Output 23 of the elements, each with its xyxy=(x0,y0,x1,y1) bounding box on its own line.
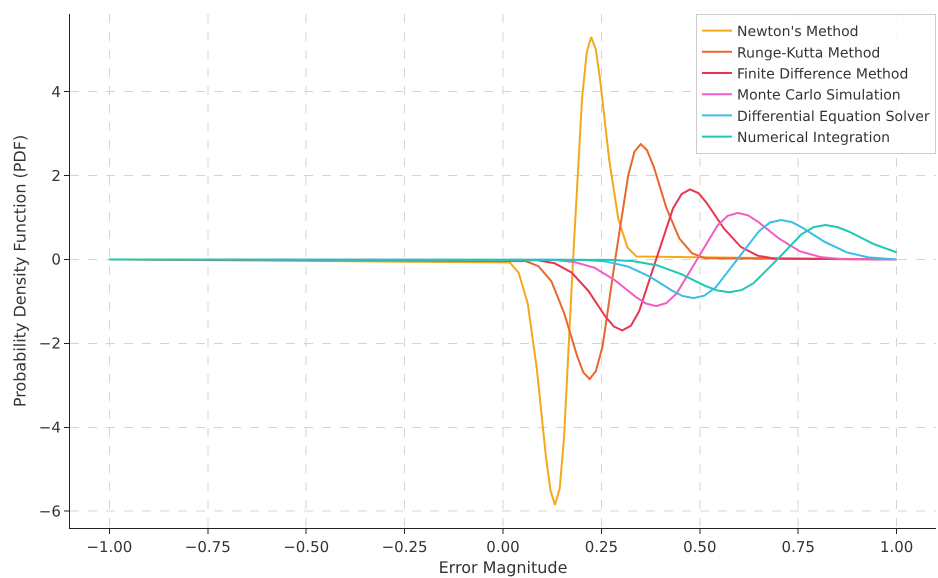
x-tick-label: −0.25 xyxy=(382,538,428,556)
x-tick-label: 0.25 xyxy=(584,538,618,556)
legend-label: Finite Difference Method xyxy=(737,66,908,82)
x-tick-label: −0.50 xyxy=(283,538,330,556)
y-tick-label: 2 xyxy=(51,166,61,185)
y-tick-label: −6 xyxy=(38,502,61,520)
x-tick-label: 0.00 xyxy=(486,538,520,556)
y-tick-label: 4 xyxy=(51,82,61,101)
y-tick-label: 0 xyxy=(51,250,61,269)
x-tick-label: 1.00 xyxy=(880,538,914,556)
x-tick-label: 0.75 xyxy=(782,538,815,556)
legend-label: Monte Carlo Simulation xyxy=(737,88,901,104)
x-tick-label: −0.75 xyxy=(184,538,231,556)
legend-label: Runge-Kutta Method xyxy=(737,45,880,62)
y-axis-title: Probability Density Function (PDF) xyxy=(10,134,30,408)
y-tick-label: −4 xyxy=(38,418,61,437)
x-tick-label: 0.50 xyxy=(683,538,717,556)
x-axis-title: Error Magnitude xyxy=(438,558,568,577)
legend-label: Newton's Method xyxy=(737,24,859,40)
x-tick-label: −1.00 xyxy=(86,538,132,556)
legend-label: Numerical Integration xyxy=(737,130,890,146)
y-tick-label: −2 xyxy=(38,334,61,353)
legend-label: Differential Equation Solver xyxy=(737,108,930,125)
